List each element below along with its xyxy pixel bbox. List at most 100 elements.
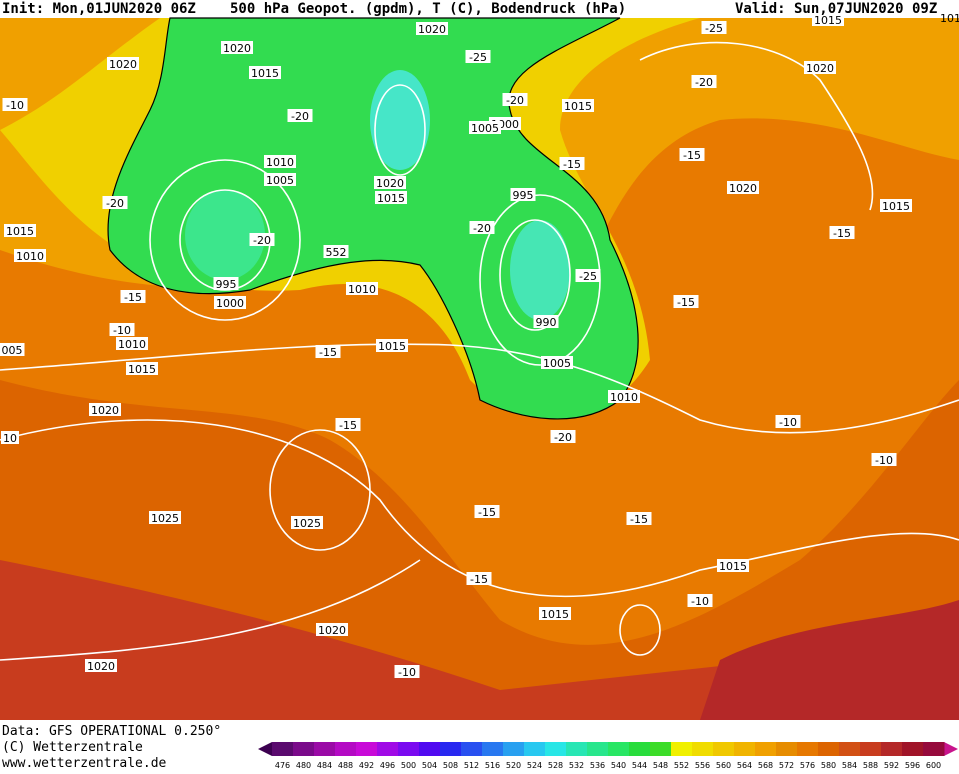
label-box — [287, 109, 313, 122]
colorbar-cell — [566, 742, 588, 756]
colorbar-cell — [797, 742, 819, 756]
colorbar-label: 508 — [443, 761, 458, 770]
label-box — [812, 13, 844, 26]
contour-label: -20 — [695, 76, 713, 89]
label-box — [469, 121, 501, 134]
contour-label: 1000 — [216, 297, 244, 310]
label-box — [89, 403, 121, 416]
label-box — [107, 57, 139, 70]
contour-label: 1020 — [109, 58, 137, 71]
colorbar-cell — [587, 742, 609, 756]
contour-label: 1020 — [318, 624, 346, 637]
label-box — [14, 249, 46, 262]
contour-label: -15 — [319, 346, 337, 359]
colorbar-label: 536 — [590, 761, 605, 770]
colorbar-cell — [818, 742, 840, 756]
label-box — [687, 594, 713, 607]
map-labels: 1020 1020 1015 -25 1020 -10 -20 1010 1005 1020 101… — [0, 12, 959, 679]
label-box — [673, 295, 699, 308]
contour-label: 1010 — [16, 250, 44, 263]
label-box — [316, 623, 348, 636]
colorbar-cell — [482, 742, 504, 756]
label-box — [416, 22, 448, 35]
colorbar-label: 584 — [842, 761, 857, 770]
label-box — [502, 93, 528, 106]
isobar — [149, 159, 301, 321]
label-box — [221, 41, 253, 54]
label-box — [465, 50, 491, 63]
contour-label: 1015 — [940, 12, 959, 25]
contour-label: -20 — [106, 197, 124, 210]
label-box — [120, 290, 146, 303]
colorbar-cell — [314, 742, 336, 756]
contour-label: 1020 — [376, 177, 404, 190]
colorbar-label: 504 — [422, 761, 437, 770]
contour-label: -15 — [677, 296, 695, 309]
colorbar-cell — [734, 742, 756, 756]
colorbar-cell — [881, 742, 903, 756]
colorbar-cell — [440, 742, 462, 756]
label-box — [335, 418, 361, 431]
colorbar-cell — [671, 742, 693, 756]
label-box — [541, 356, 573, 369]
contour-label: 1020 — [91, 404, 119, 417]
label-box — [346, 282, 378, 295]
label-box — [575, 269, 601, 282]
label-box — [804, 61, 836, 74]
contour-label: 1015 — [378, 340, 406, 353]
init-text: Init: Mon,01JUN2020 06Z — [2, 1, 196, 17]
colorbar-label: 596 — [905, 761, 920, 770]
label-box — [323, 245, 349, 258]
label-box — [608, 390, 640, 403]
colorbar-label: 548 — [653, 761, 668, 770]
colorbar-cell — [461, 742, 483, 756]
label-box — [4, 224, 36, 237]
label-box — [0, 343, 25, 356]
isobar — [374, 84, 426, 176]
contour-label: -10 — [398, 666, 416, 679]
label-box — [562, 99, 594, 112]
contour-label: 1025 — [151, 512, 179, 525]
valid-text: Valid: Sun,07JUN2020 09Z — [735, 1, 937, 17]
colorbar-cell — [860, 742, 882, 756]
field-cyan — [510, 220, 570, 320]
colorbar-cell — [776, 742, 798, 756]
colorbar-cell — [923, 742, 945, 756]
contour-label: 1005 — [543, 357, 571, 370]
label-box — [374, 176, 406, 189]
contour-label: 1010 — [266, 156, 294, 169]
colorbar-cell — [398, 742, 420, 756]
contour-label: -25 — [469, 51, 487, 64]
label-box — [2, 98, 28, 111]
contour-label: 1010 — [118, 338, 146, 351]
colorbar-label: 592 — [884, 761, 899, 770]
contour-label: -10 — [6, 99, 24, 112]
colorbar-cell — [272, 742, 294, 756]
label-box — [510, 188, 536, 201]
contour-label: 1015 — [541, 608, 569, 621]
label-box — [394, 665, 420, 678]
label-box — [116, 337, 148, 350]
contour-label: -20 — [291, 110, 309, 123]
contour-label: 1015 — [6, 225, 34, 238]
colorbar-end — [944, 742, 958, 756]
contour-label: 995 — [513, 189, 534, 202]
contour-label: 1015 — [719, 560, 747, 573]
label-box — [291, 516, 323, 529]
contour-label: 1020 — [418, 23, 446, 36]
label-box — [559, 157, 585, 170]
label-box — [880, 199, 912, 212]
contour-label: -25 — [579, 270, 597, 283]
data-source: Data: GFS OPERATIONAL 0.250° — [2, 724, 221, 739]
contour-label: 990 — [536, 316, 557, 329]
label-box — [469, 221, 495, 234]
contour-label: -15 — [563, 158, 581, 171]
colorbar-label: 524 — [527, 761, 542, 770]
label-box — [701, 21, 727, 34]
label-box — [474, 505, 500, 518]
title: 500 hPa Geopot. (gpdm), T (C), Bodendruc… — [230, 1, 626, 17]
colorbar-label: 564 — [737, 761, 752, 770]
colorbar-cell — [419, 742, 441, 756]
contour-label: -15 — [683, 149, 701, 162]
field-lightgreen — [185, 190, 265, 280]
